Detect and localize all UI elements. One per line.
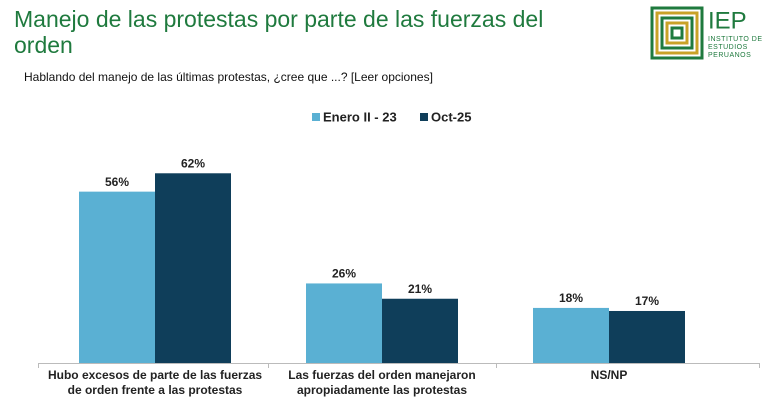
bar	[79, 191, 155, 363]
bar	[306, 283, 382, 363]
bar	[382, 298, 458, 363]
data-label: 26%	[332, 267, 356, 281]
bar	[533, 307, 609, 363]
data-label: 18%	[559, 291, 583, 305]
legend-swatch	[420, 113, 428, 121]
bar	[609, 310, 685, 363]
logo-icon	[650, 6, 704, 60]
data-label: 56%	[105, 175, 129, 189]
legend-label: Enero II - 23	[323, 109, 397, 124]
x-tick-label: NS/NP	[590, 368, 628, 382]
legend-swatch	[312, 113, 320, 121]
legend-label: Oct-25	[431, 109, 471, 124]
x-tick-label: Las fuerzas del orden manejaron apropiad…	[288, 368, 476, 397]
logo-name: IEP	[708, 7, 747, 34]
data-label: 17%	[635, 294, 659, 308]
logo-line: INSTITUTO DE	[708, 36, 762, 43]
x-tick-label: Hubo excesos de parte de las fuerzas de …	[47, 368, 263, 397]
chart-subtitle: Hablando del manejo de las últimas prote…	[24, 70, 433, 84]
data-label: 21%	[408, 282, 432, 296]
bar	[155, 173, 231, 363]
logo-line: PERUANOS	[708, 52, 751, 59]
data-label: 62%	[181, 156, 205, 170]
logo-line: ESTUDIOS	[708, 44, 748, 51]
chart-title: Manejo de las protestas por parte de las…	[14, 6, 544, 58]
